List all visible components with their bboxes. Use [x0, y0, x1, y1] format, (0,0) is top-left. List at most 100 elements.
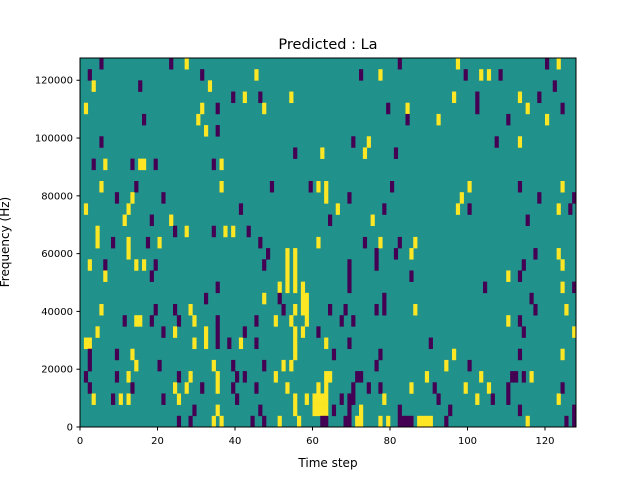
heatmap-cell-high [324, 192, 329, 204]
heatmap-cell-high [417, 415, 422, 428]
heatmap-cell-high [293, 270, 298, 282]
heatmap-cell-high [405, 102, 410, 115]
heatmap-cell-low [231, 359, 236, 372]
heatmap-cell-high [486, 69, 492, 81]
x-axis-label: Time step [297, 456, 357, 470]
heatmap-cell-high [413, 304, 418, 316]
heatmap-cell-low [525, 214, 530, 227]
heatmap-cell-high [324, 404, 329, 417]
heatmap-cell-high [304, 304, 309, 316]
heatmap-cell-high [545, 113, 550, 126]
heatmap-cell-high [300, 292, 306, 305]
heatmap-cell-low [517, 315, 523, 327]
heatmap-cell-high [142, 259, 147, 271]
y-tick-label: 40000 [41, 307, 73, 318]
heatmap-cell-high [126, 393, 131, 405]
heatmap-cell-high [517, 91, 523, 104]
heatmap-cell-low [564, 415, 569, 428]
heatmap-cell-low [533, 248, 538, 260]
x-tick-label: 0 [77, 436, 83, 447]
heatmap-cell-high [452, 91, 457, 104]
heatmap-cell-low [111, 236, 116, 249]
heatmap-cell-low [343, 415, 348, 428]
heatmap-cell-low [552, 80, 557, 92]
heatmap-cell-high [479, 69, 484, 81]
heatmap-cell-low [114, 371, 120, 383]
heatmap-cell-low [324, 415, 329, 428]
heatmap-cell-high [157, 236, 162, 249]
heatmap-cell-low [331, 348, 337, 361]
heatmap-cell-low [506, 113, 511, 126]
heatmap-cell-low [475, 91, 480, 104]
heatmap-cell-high [169, 214, 174, 227]
heatmap-cell-high [219, 158, 224, 171]
heatmap-cell-high [378, 69, 383, 81]
heatmap-cell-high [316, 382, 321, 394]
heatmap-cell-high [293, 281, 298, 294]
heatmap-cell-low [494, 136, 499, 148]
heatmap-cell-high [254, 69, 259, 81]
heatmap-cell-low [215, 102, 220, 115]
heatmap-cell-high [320, 393, 325, 405]
heatmap-cell-low [355, 371, 360, 383]
heatmap-cell-low [149, 315, 154, 327]
heatmap-cell-high [289, 91, 294, 104]
heatmap-cell-low [467, 203, 472, 215]
heatmap-cell-high [304, 393, 309, 405]
heatmap-cell-high [316, 393, 321, 405]
heatmap-cell-high [211, 359, 216, 372]
heatmap-cell-low [161, 326, 166, 338]
x-tick-label: 60 [306, 436, 319, 447]
heatmap-cell-high [130, 192, 135, 204]
heatmap-cell-high [223, 225, 228, 238]
heatmap-cell-low [211, 225, 216, 238]
heatmap-cell-low [393, 147, 399, 159]
heatmap-cell-high [184, 225, 189, 238]
heatmap-cell-low [161, 192, 166, 204]
heatmap-cell-low [316, 326, 321, 338]
heatmap-cell-high [455, 58, 461, 70]
heatmap-cell-low [432, 382, 437, 394]
heatmap-cell-low [560, 382, 565, 394]
heatmap-cell-low [378, 382, 383, 394]
x-tick-label: 100 [458, 436, 477, 447]
heatmap-cell-low [258, 404, 263, 417]
heatmap-cell-low [87, 69, 92, 81]
heatmap-cell-low [374, 248, 379, 260]
heatmap-cell-low [122, 315, 127, 327]
heatmap-cell-low [560, 102, 565, 115]
heatmap-cell-low [343, 304, 348, 316]
heatmap-cell-low [397, 404, 402, 417]
heatmap-cell-low [254, 382, 259, 394]
heatmap-cell-low [374, 304, 379, 316]
heatmap-cell-high [173, 382, 178, 394]
heatmap-cell-high [467, 181, 472, 193]
heatmap-cell-high [572, 326, 577, 338]
heatmap-cell-high [87, 337, 92, 350]
y-tick-label: 60000 [41, 249, 73, 260]
heatmap-cell-high [126, 203, 131, 215]
heatmap-cell-low [215, 326, 220, 338]
heatmap-cell-high [413, 236, 418, 249]
heatmap-cell-low [545, 58, 550, 70]
heatmap-cell-high [300, 326, 306, 338]
heatmap-cell-low [572, 281, 577, 294]
heatmap-cell-low [130, 158, 135, 171]
heatmap-cell-high [285, 281, 290, 294]
heatmap-cell-high [316, 181, 321, 193]
heatmap-cell-low [258, 91, 263, 104]
heatmap-cell-low [347, 393, 352, 405]
heatmap-cell-low [339, 393, 344, 405]
heatmap-cell-low [99, 58, 104, 70]
heatmap-cell-low [506, 382, 511, 394]
heatmap-cell-low [254, 315, 259, 327]
heatmap-cell-low [378, 348, 383, 361]
heatmap-cell-high [463, 382, 468, 394]
heatmap-cell-high [184, 382, 189, 394]
heatmap-cell-low [568, 203, 573, 215]
heatmap-cell-low [149, 214, 154, 227]
heatmap-cell-high [293, 248, 298, 260]
heatmap-cell-high [560, 259, 565, 271]
heatmap-cell-low [351, 315, 356, 327]
heatmap-cell-low [262, 259, 267, 271]
